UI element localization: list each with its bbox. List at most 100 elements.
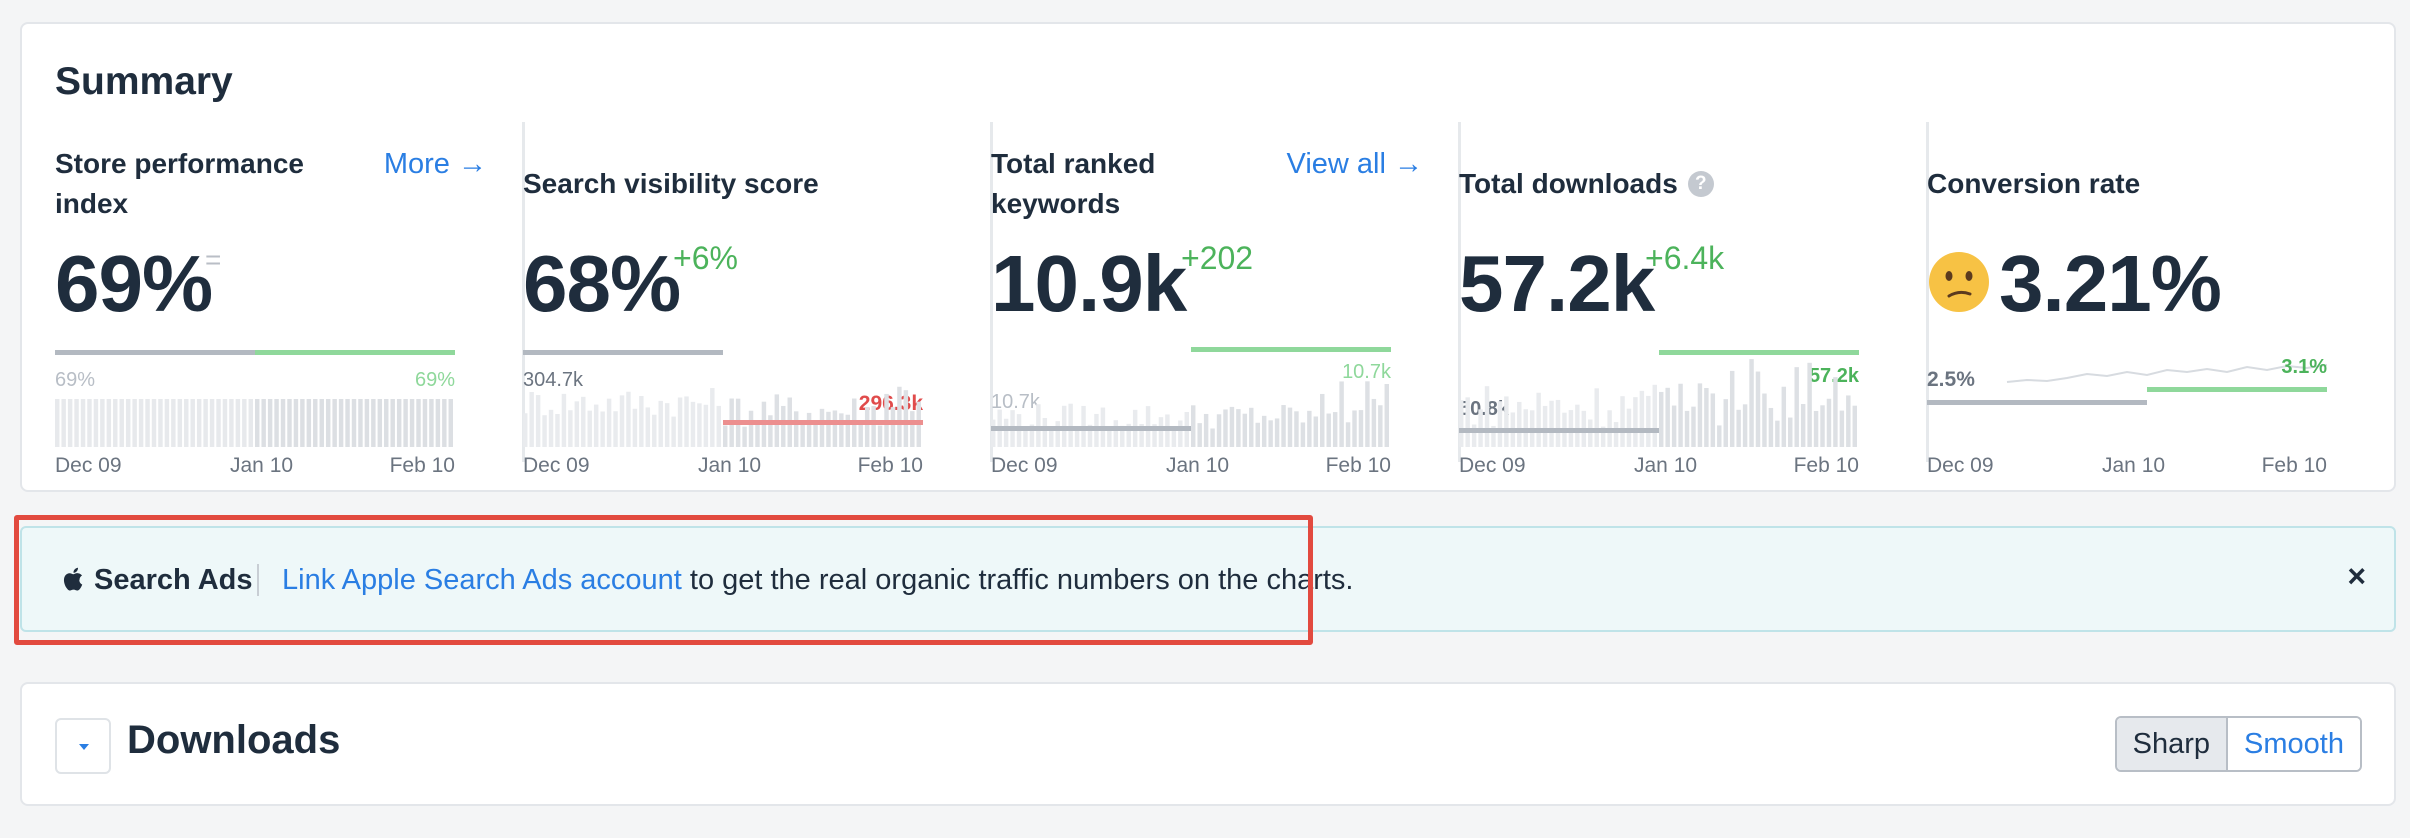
axis-label: Jan 10 [1166, 454, 1230, 477]
spark-bar [216, 399, 221, 447]
spark-bar [897, 386, 902, 447]
spark-bar [1813, 410, 1819, 447]
spark-bar [800, 424, 805, 447]
spark-bar [300, 399, 305, 447]
smooth-button[interactable]: Smooth [2228, 718, 2360, 770]
spark-bar [1807, 362, 1812, 447]
spark-bar [80, 399, 86, 447]
start-value-label: 69% [55, 369, 95, 391]
spark-bar [1313, 416, 1319, 447]
spark-bar [664, 403, 670, 447]
spark-bar [1652, 384, 1657, 447]
spark-bar [1762, 393, 1767, 447]
spark-bar [61, 399, 66, 447]
banner-description: to get the real organic traffic numbers … [681, 564, 1354, 596]
spark-bar [313, 399, 318, 447]
close-icon[interactable]: × [2347, 558, 2366, 594]
spark-bar [235, 399, 241, 447]
downloads-card: Downloads Sharp Smooth [20, 682, 2396, 806]
view-all-link[interactable]: View all → [1286, 148, 1423, 180]
spark-bar [351, 399, 357, 447]
more-link[interactable]: More → [383, 148, 487, 180]
sparkline-store-performance: 69% 69% [55, 350, 455, 447]
spark-bar [1749, 359, 1754, 447]
banner-message: Link Apple Search Ads account to get the… [282, 564, 1354, 597]
metric-title: Total downloads [1459, 168, 1678, 199]
spark-bar [319, 399, 324, 447]
axis-label: Jan 10 [698, 454, 762, 477]
spark-bar [429, 399, 434, 447]
spark-bar [1846, 395, 1851, 447]
spark-bar [1326, 413, 1331, 447]
spark-bar [1210, 428, 1215, 447]
spark-bar [1384, 384, 1389, 447]
start-value-label: 10.7k [991, 391, 1041, 413]
spark-bar [877, 425, 883, 447]
spark-bar [1459, 400, 1464, 447]
spark-bar [781, 405, 786, 447]
spark-bar [1736, 409, 1741, 447]
spark-bar [690, 401, 696, 447]
spark-bar [377, 399, 383, 447]
chart-style-toggle: Sharp Smooth [2114, 716, 2362, 772]
spark-bar [422, 399, 428, 447]
metric-title: Conversion rate [1927, 168, 2141, 199]
metric-value: 68% [523, 239, 681, 328]
axis-label: Dec 09 [1459, 454, 1526, 477]
spark-bar [248, 399, 253, 447]
spark-bar [1800, 404, 1806, 447]
link-search-ads-account[interactable]: Link Apple Search Ads account [282, 564, 682, 596]
spark-bar [1665, 387, 1670, 447]
spark-bar [1249, 407, 1254, 447]
spark-bar [1087, 424, 1093, 447]
spark-bar [768, 415, 773, 447]
sparkline-ranked-keywords: 10.7k 10.7k [991, 347, 1391, 447]
spark-bar [1536, 392, 1541, 447]
spark-bar [1294, 411, 1299, 447]
spark-bar [1497, 401, 1503, 447]
spark-bar [871, 406, 876, 447]
spark-bar [858, 423, 863, 447]
spark-bar [1307, 410, 1312, 447]
spark-bar [184, 399, 189, 447]
spark-bar [1216, 414, 1222, 447]
banner-divider [257, 564, 259, 596]
spark-bar [1178, 420, 1183, 447]
spark-bar [306, 399, 312, 447]
sharp-button[interactable]: Sharp [2116, 718, 2229, 770]
spark-bar [132, 399, 137, 447]
spark-bar [1852, 405, 1857, 447]
spark-bar [1049, 426, 1054, 447]
spark-bar [1691, 406, 1696, 447]
spark-bar [1626, 408, 1632, 447]
axis-label: Dec 09 [55, 454, 122, 477]
spark-bar [1352, 410, 1357, 447]
spark-bar [403, 399, 408, 447]
metric-value: 10.9k [991, 239, 1187, 328]
spark-bar [626, 391, 631, 447]
spark-bar [1023, 427, 1028, 447]
spark-bar [1633, 397, 1638, 447]
confused-face-icon [1929, 252, 1989, 312]
end-value-label: 69% [415, 369, 455, 391]
start-value-label: 304.7k [523, 369, 584, 391]
sparkline-total-downloads: 50.8k 57.2k [1459, 350, 1859, 447]
spark-bar [890, 407, 896, 447]
spark-bar [1794, 367, 1799, 447]
spark-bar [1255, 422, 1260, 447]
metric-title-row: Total downloads? [1459, 164, 1714, 204]
spark-bar [991, 419, 996, 447]
spark-bar [435, 399, 441, 447]
spark-bar [1768, 407, 1774, 447]
collapse-toggle-button[interactable] [55, 718, 111, 774]
spark-bar [119, 399, 124, 447]
spark-bar [1171, 426, 1177, 447]
spark-bar [171, 399, 176, 447]
spark-bar [716, 405, 721, 447]
spark-bar [568, 410, 573, 447]
spark-bar [1223, 409, 1228, 447]
spark-bar [639, 396, 644, 447]
question-icon[interactable]: ? [1687, 171, 1714, 197]
spark-bar [1646, 395, 1651, 447]
spark-bar [645, 407, 651, 447]
